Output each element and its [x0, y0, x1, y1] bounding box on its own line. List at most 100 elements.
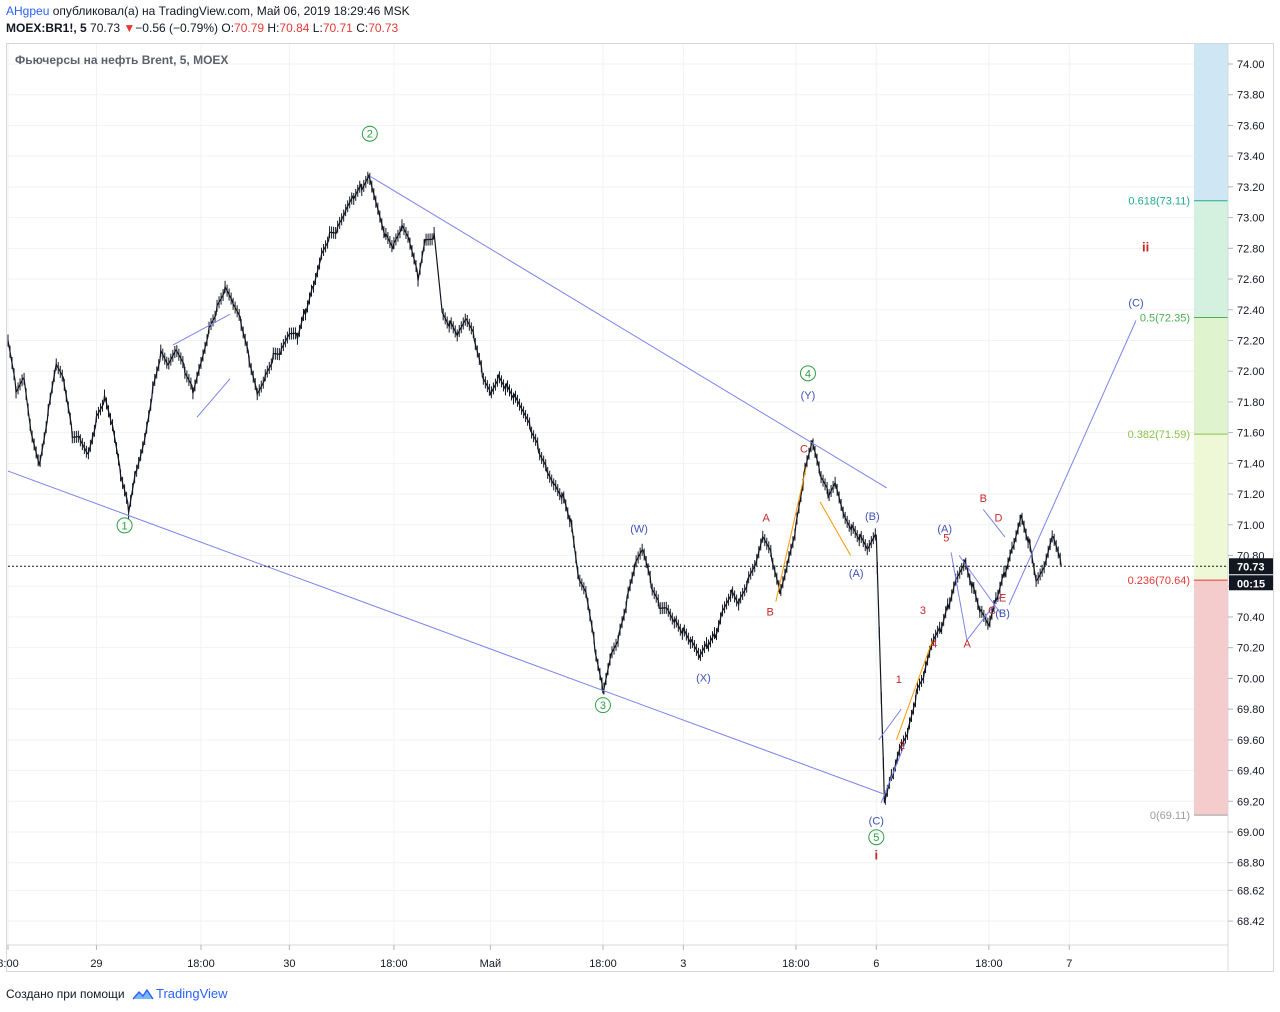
wave-label: 1: [122, 520, 128, 532]
fib-zone: [1194, 200, 1228, 318]
last-price: 70.73: [90, 21, 121, 35]
close-label: C:: [356, 21, 369, 35]
price-tick-label: 70.00: [1237, 673, 1265, 685]
trendline: [878, 708, 902, 741]
time-tick-label: 6: [873, 958, 879, 970]
time-tick-label: 18:00: [975, 958, 1003, 970]
price-tick-label: 72.60: [1237, 274, 1265, 286]
high-label: H:: [267, 21, 280, 35]
price-tick-label: 74.00: [1237, 59, 1265, 71]
price-tick-label: 71.40: [1237, 458, 1265, 470]
price-tick-label: 70.40: [1237, 612, 1265, 624]
fib-level-label: 0(69.11): [1150, 810, 1190, 822]
wave-label: (X): [696, 672, 711, 684]
time-tick-label: 7: [1066, 958, 1072, 970]
low-value: 70.71: [322, 21, 353, 35]
price-tick-label: 69.20: [1237, 796, 1265, 808]
trendline: [1008, 320, 1137, 605]
wave-label: 1: [896, 674, 902, 686]
footer: Создано при помощи TradingView: [6, 986, 228, 1001]
wave-label-circle: [361, 125, 378, 142]
fib-level-label: 0.618(73.11): [1128, 196, 1190, 208]
price-tick-label: 70.20: [1237, 643, 1265, 655]
tradingview-link[interactable]: TradingView: [155, 986, 228, 1001]
ohlc-bar: MOEX:BR1!, 5 70.73 ▼−0.56 (−0.79%) O:70.…: [6, 21, 398, 35]
time-tick-label: Май: [480, 958, 502, 970]
tradingview-logo-icon: [132, 988, 154, 1000]
footer-text: Создано при помощи: [6, 987, 125, 1001]
fib-level-label: 0.5(72.35): [1140, 312, 1190, 324]
change-value: −0.56 (−0.79%): [135, 21, 219, 35]
price-tick-label: 72.20: [1237, 335, 1265, 347]
wave-label-circle: [799, 365, 816, 382]
wave-label: A: [763, 513, 771, 525]
publish-text: опубликовал(а) на TradingView.com, Май 0…: [52, 4, 410, 18]
countdown-tag: [1229, 575, 1273, 591]
time-tick-label: 3: [680, 958, 686, 970]
wave-label-circle: [594, 697, 611, 714]
author-link[interactable]: AHgpeu: [6, 4, 50, 18]
open-label: O:: [221, 21, 235, 35]
fib-zone: [1194, 44, 1228, 201]
close-value: 70.73: [368, 21, 399, 35]
time-tick-label: 18:00: [589, 958, 617, 970]
trendline: [966, 593, 1003, 641]
wave-label-circle: [868, 829, 885, 846]
wave-label-circle: [116, 517, 133, 534]
trendline: [895, 639, 934, 741]
trendline: [819, 501, 852, 556]
price-tick-label: 73.20: [1237, 182, 1265, 194]
wave-label: i: [875, 848, 879, 863]
fib-zone: [1194, 580, 1228, 816]
time-tick-label: 18:00: [187, 958, 215, 970]
price-tick-label: 73.40: [1237, 151, 1265, 163]
time-tick-label: 18:00: [380, 958, 408, 970]
price-tick-label: 69.00: [1237, 827, 1265, 839]
time-tick-label: 18:00: [782, 958, 810, 970]
chart-frame[interactable]: [6, 43, 1274, 972]
price-tick-label: 72.40: [1237, 305, 1265, 317]
open-value: 70.79: [234, 21, 265, 35]
price-tick-label: 71.60: [1237, 428, 1265, 440]
fib-level-label: 0.382(71.59): [1128, 429, 1190, 441]
high-value: 70.84: [279, 21, 310, 35]
trendline: [982, 509, 1006, 538]
price-tick-label: 72.80: [1237, 243, 1265, 255]
trendline: [950, 552, 968, 642]
wave-label: (A): [849, 568, 864, 580]
trendline: [775, 466, 807, 602]
trendline: [958, 555, 1002, 615]
wave-label: (Y): [801, 390, 816, 402]
wave-label: ii: [1142, 239, 1149, 254]
publish-info: AHgpeu опубликовал(а) на TradingView.com…: [6, 4, 410, 18]
fib-zone: [1194, 317, 1228, 435]
wave-label: (C): [869, 815, 884, 827]
price-tick-label: 73.00: [1237, 213, 1265, 225]
trendline: [172, 313, 231, 346]
wave-label: (C): [1128, 298, 1143, 310]
chart-title: Фьючерсы на нефть Brent, 5, MOEX: [15, 53, 229, 67]
wave-label: (B): [865, 511, 880, 523]
down-arrow-icon: ▼: [123, 21, 136, 35]
wave-label: C: [800, 444, 808, 456]
price-tick-label: 73.60: [1237, 120, 1265, 132]
wave-label: 2: [899, 740, 905, 752]
wave-label: 4: [805, 368, 811, 380]
trendline: [880, 742, 906, 804]
wave-label: E: [999, 593, 1006, 605]
price-tick-label: 69.80: [1237, 704, 1265, 716]
current-price-tag: [1229, 558, 1273, 575]
price-tick-label: 71.80: [1237, 397, 1265, 409]
wave-label: 3: [920, 605, 926, 617]
wave-label: (W): [630, 523, 648, 535]
wave-label: 3: [600, 700, 606, 712]
wave-label: 5: [873, 832, 879, 844]
time-tick-label: 8:00: [0, 958, 19, 970]
wave-label: B: [767, 606, 774, 618]
price-tick-label: 71.20: [1237, 489, 1265, 501]
wave-label: (B): [995, 608, 1010, 620]
fib-level-label: 0.236(70.64): [1128, 575, 1190, 587]
price-tick-label: 69.40: [1237, 766, 1265, 778]
trendline: [196, 378, 231, 418]
